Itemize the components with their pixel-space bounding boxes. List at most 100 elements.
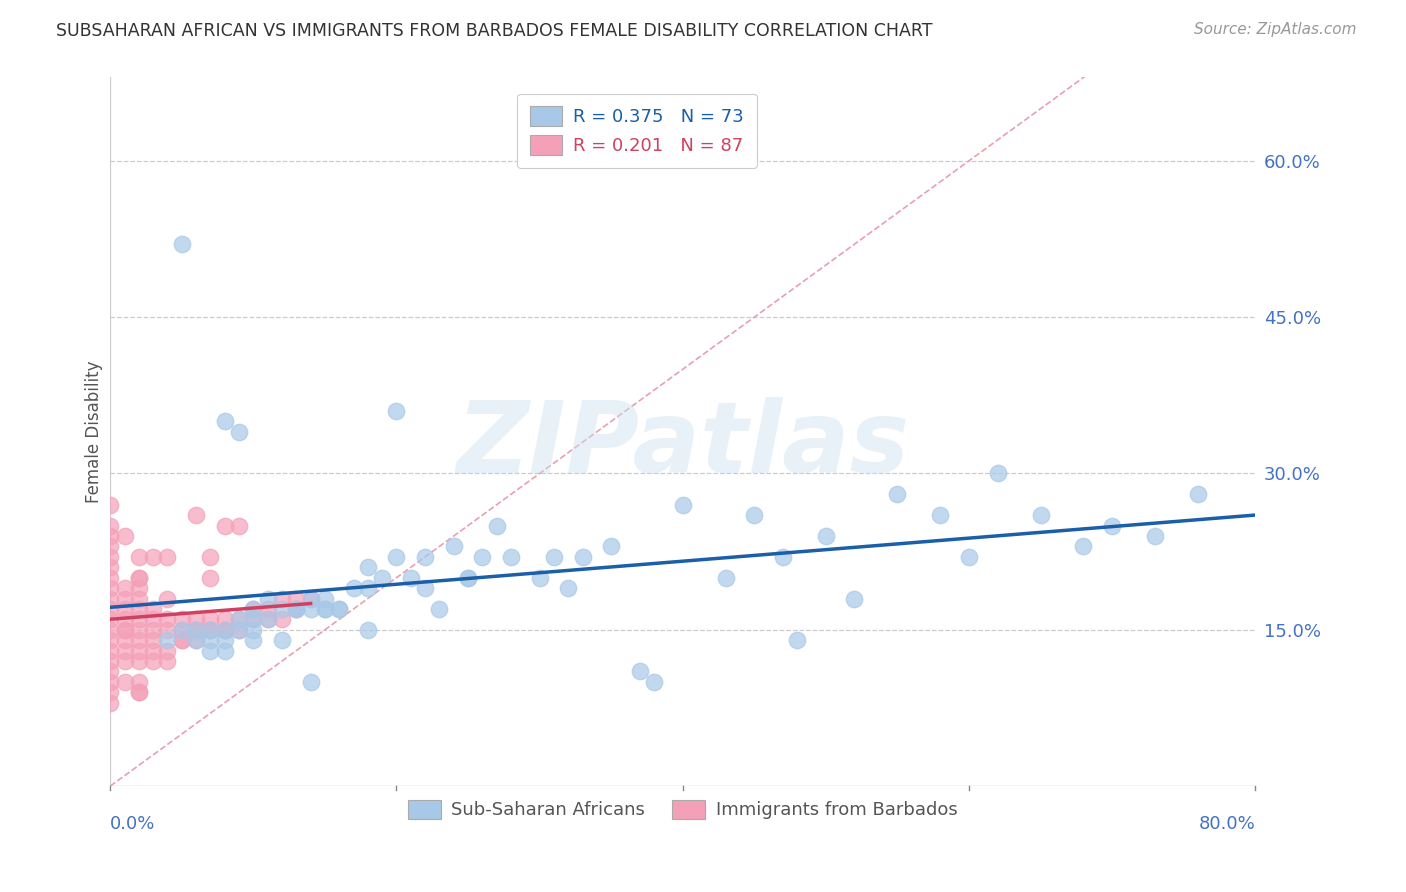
Point xyxy=(242,633,264,648)
Point xyxy=(256,612,278,626)
Point xyxy=(184,623,207,637)
Point xyxy=(228,623,250,637)
Point xyxy=(128,591,150,606)
Point xyxy=(557,581,579,595)
Point xyxy=(314,602,336,616)
Point xyxy=(98,602,121,616)
Point xyxy=(98,571,121,585)
Point xyxy=(242,612,264,626)
Point xyxy=(114,612,136,626)
Point xyxy=(285,602,308,616)
Point xyxy=(184,623,207,637)
Point xyxy=(98,696,121,710)
Point xyxy=(98,612,121,626)
Point xyxy=(299,591,322,606)
Point xyxy=(457,571,479,585)
Point xyxy=(314,602,336,616)
Point xyxy=(256,591,278,606)
Point xyxy=(228,612,250,626)
Point xyxy=(714,571,737,585)
Point xyxy=(128,685,150,699)
Point xyxy=(142,643,165,657)
Point xyxy=(98,549,121,564)
Point xyxy=(385,549,408,564)
Text: Source: ZipAtlas.com: Source: ZipAtlas.com xyxy=(1194,22,1357,37)
Point xyxy=(114,654,136,668)
Point xyxy=(342,581,364,595)
Point xyxy=(200,549,222,564)
Point xyxy=(529,571,551,585)
Point xyxy=(214,414,236,428)
Point xyxy=(1073,540,1095,554)
Point xyxy=(142,654,165,668)
Point xyxy=(98,633,121,648)
Point xyxy=(170,633,193,648)
Point xyxy=(184,633,207,648)
Point xyxy=(429,602,451,616)
Legend: Sub-Saharan Africans, Immigrants from Barbados: Sub-Saharan Africans, Immigrants from Ba… xyxy=(398,789,969,830)
Point xyxy=(128,612,150,626)
Point xyxy=(285,602,308,616)
Point xyxy=(543,549,565,564)
Point xyxy=(156,633,179,648)
Point xyxy=(399,571,422,585)
Point xyxy=(628,665,651,679)
Point xyxy=(200,623,222,637)
Point xyxy=(156,591,179,606)
Point xyxy=(128,571,150,585)
Point xyxy=(214,518,236,533)
Point xyxy=(228,623,250,637)
Point xyxy=(170,623,193,637)
Point xyxy=(98,581,121,595)
Point xyxy=(886,487,908,501)
Point xyxy=(772,549,794,564)
Point xyxy=(256,612,278,626)
Point xyxy=(242,623,264,637)
Point xyxy=(285,602,308,616)
Point xyxy=(156,612,179,626)
Point xyxy=(242,612,264,626)
Point xyxy=(142,612,165,626)
Point xyxy=(128,581,150,595)
Point xyxy=(114,591,136,606)
Point xyxy=(170,623,193,637)
Point xyxy=(929,508,952,523)
Point xyxy=(200,643,222,657)
Point xyxy=(98,540,121,554)
Point xyxy=(114,643,136,657)
Point xyxy=(413,549,436,564)
Y-axis label: Female Disability: Female Disability xyxy=(86,360,103,503)
Point xyxy=(228,518,250,533)
Point xyxy=(214,623,236,637)
Point xyxy=(499,549,522,564)
Point xyxy=(156,549,179,564)
Point xyxy=(242,602,264,616)
Point xyxy=(328,602,350,616)
Point xyxy=(142,549,165,564)
Point xyxy=(184,612,207,626)
Point xyxy=(256,602,278,616)
Point xyxy=(957,549,980,564)
Point xyxy=(443,540,465,554)
Point xyxy=(128,623,150,637)
Text: ZIPatlas: ZIPatlas xyxy=(456,398,910,494)
Point xyxy=(142,623,165,637)
Point xyxy=(184,633,207,648)
Point xyxy=(142,633,165,648)
Point xyxy=(214,612,236,626)
Point xyxy=(314,591,336,606)
Point xyxy=(228,425,250,439)
Point xyxy=(485,518,508,533)
Point xyxy=(142,602,165,616)
Point xyxy=(371,571,394,585)
Point xyxy=(271,612,294,626)
Point xyxy=(814,529,837,543)
Point xyxy=(98,643,121,657)
Point xyxy=(271,602,294,616)
Point xyxy=(571,549,593,564)
Point xyxy=(672,498,695,512)
Point xyxy=(156,643,179,657)
Point xyxy=(357,560,380,574)
Point xyxy=(200,623,222,637)
Point xyxy=(214,623,236,637)
